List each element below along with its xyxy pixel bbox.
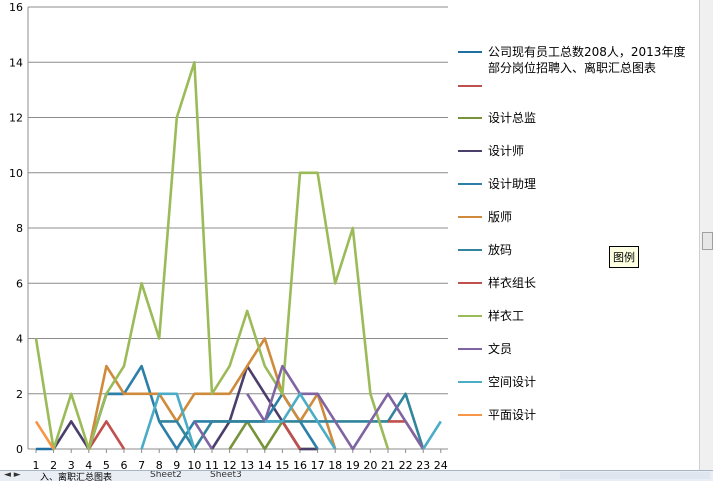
x-tick-label: 12: [223, 459, 237, 472]
series-line-9: [246, 364, 425, 451]
series-lines: [34, 61, 442, 451]
legend-item[interactable]: 样衣工: [458, 308, 524, 324]
y-tick-label: 16: [9, 1, 23, 14]
x-tick-label: 21: [381, 459, 395, 472]
x-tick-label: 17: [311, 459, 325, 472]
legend-tooltip: 图例: [609, 246, 639, 268]
x-tick-label: 2: [50, 459, 57, 472]
x-tick-label: 1: [33, 459, 40, 472]
legend-label: 公司现有员工总数208人，2013年度部分岗位招聘入、离职汇总图表: [488, 45, 686, 75]
x-tick-label: 9: [173, 459, 180, 472]
x-tick-label: 8: [156, 459, 163, 472]
series-line-8: [34, 61, 390, 451]
y-tick-label: 4: [16, 333, 23, 346]
legend-swatch: [458, 85, 482, 87]
y-tick-label: 2: [16, 388, 23, 401]
horizontal-scrollbar[interactable]: [560, 472, 710, 479]
scrollbar-grip[interactable]: [702, 232, 713, 250]
x-tick-label: 22: [399, 459, 413, 472]
sheet-nav-arrows[interactable]: ◄ ►: [4, 470, 21, 480]
legend-item[interactable]: 设计总监: [458, 110, 536, 126]
series-line-7: [281, 420, 302, 450]
legend-item[interactable]: 设计助理: [458, 176, 536, 192]
sheet-tab-2[interactable]: Sheet2: [150, 470, 182, 480]
legend-item[interactable]: 版师: [458, 209, 512, 225]
series-line-10: [140, 392, 196, 450]
legend-swatch: [458, 183, 482, 185]
x-tick-label: 7: [138, 459, 145, 472]
series-line-4: [87, 364, 319, 451]
x-tick-label: 16: [293, 459, 307, 472]
x-tick-label: 20: [363, 459, 377, 472]
series-line-3: [210, 364, 318, 451]
legend-label: 版师: [488, 210, 513, 224]
legend-swatch: [458, 315, 482, 317]
y-tick-label: 14: [9, 56, 23, 69]
legend-item[interactable]: 样衣组长: [458, 275, 536, 291]
gridlines: [28, 6, 448, 450]
legend-label: 文员: [488, 342, 513, 356]
legend-item[interactable]: 文员: [458, 341, 512, 357]
x-tick-label: 24: [434, 459, 448, 472]
sheet-tab-3[interactable]: Sheet3: [210, 470, 242, 480]
legend-item[interactable]: 公司现有员工总数208人，2013年度部分岗位招聘入、离职汇总图表: [458, 44, 688, 76]
x-tick-label: 15: [275, 459, 289, 472]
y-tick-label: 8: [16, 222, 23, 235]
y-tick-label: 10: [9, 167, 23, 180]
y-tick-label: 6: [16, 277, 23, 290]
legend-item[interactable]: 空间设计: [458, 374, 536, 390]
x-tick-label: 6: [121, 459, 128, 472]
legend-label: 设计助理: [488, 177, 537, 191]
legend-label: 样衣工: [488, 309, 525, 323]
x-tick-label: 19: [346, 459, 360, 472]
legend-swatch: [458, 249, 482, 251]
legend-swatch: [458, 282, 482, 284]
legend-swatch: [458, 51, 482, 53]
sheet-tab-active[interactable]: 入、离职汇总图表: [40, 473, 113, 481]
series-line-10: [264, 392, 337, 450]
vertical-scrollbar[interactable]: [699, 0, 713, 470]
x-tick-label: 4: [85, 459, 92, 472]
series-line-3: [52, 392, 124, 451]
legend-label: 平面设计: [488, 408, 537, 422]
legend-label: 设计总监: [488, 111, 537, 125]
x-tick-label: 14: [258, 459, 272, 472]
sheet-tab-bar: ◄ ► 入、离职汇总图表 Sheet2 Sheet3: [0, 470, 713, 481]
x-tick-label: 5: [103, 459, 110, 472]
x-tick-label: 18: [328, 459, 342, 472]
series-line-9: [193, 420, 214, 450]
x-tick-label: 3: [68, 459, 75, 472]
legend-swatch: [458, 348, 482, 350]
legend-swatch: [458, 216, 482, 218]
legend-swatch: [458, 381, 482, 383]
legend-label: 样衣组长: [488, 276, 537, 290]
y-tick-label: 12: [9, 112, 23, 125]
x-tick-label: 13: [240, 459, 254, 472]
legend-swatch: [458, 414, 482, 416]
series-line-10: [422, 420, 442, 450]
series-line-1: [87, 420, 126, 450]
legend-item[interactable]: 设计师: [458, 143, 524, 159]
legend-swatch: [458, 150, 482, 152]
legend-item[interactable]: 放码: [458, 242, 512, 258]
y-tick-label: 0: [16, 443, 23, 456]
x-tick-label: 23: [416, 459, 430, 472]
legend-label: 设计师: [488, 144, 525, 158]
legend-item[interactable]: 平面设计: [458, 407, 536, 423]
legend-label: 放码: [488, 243, 513, 257]
x-tick-label: 10: [187, 459, 201, 472]
legend-label: 空间设计: [488, 375, 537, 389]
legend-item[interactable]: [458, 78, 488, 87]
x-tick-label: 11: [205, 459, 219, 472]
legend-swatch: [458, 117, 482, 119]
series-line-2: [228, 420, 318, 451]
series-line-11: [34, 420, 55, 450]
